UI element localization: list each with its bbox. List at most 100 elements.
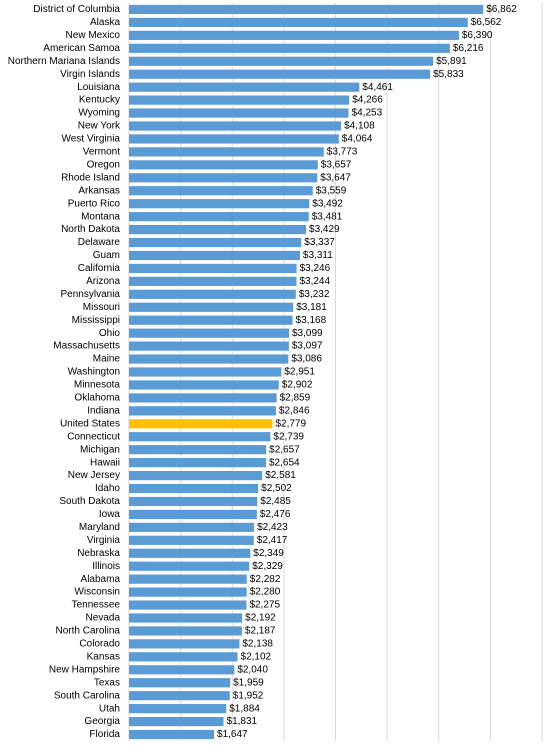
- y-tick-label: West Virginia: [61, 134, 120, 145]
- bar: [129, 95, 350, 105]
- value-label: $6,862: [486, 4, 517, 15]
- bar: [129, 108, 349, 118]
- value-label: $2,902: [282, 380, 313, 391]
- value-label: $1,952: [233, 690, 264, 701]
- bar: [129, 678, 231, 688]
- value-label: $2,138: [242, 639, 273, 650]
- bar: [129, 393, 277, 403]
- y-tick-label: Montana: [81, 211, 120, 222]
- y-tick-label: Ohio: [99, 328, 121, 339]
- value-label: $3,246: [300, 263, 331, 274]
- bar: [129, 380, 279, 390]
- y-tick-label: Florida: [89, 729, 120, 740]
- y-tick-label: North Carolina: [56, 626, 121, 637]
- bar: [129, 419, 273, 429]
- y-tick-label: Texas: [94, 677, 120, 688]
- value-label: $4,253: [352, 108, 383, 119]
- y-tick-label: Arizona: [86, 276, 120, 287]
- bar: [129, 4, 484, 15]
- y-tick-label: Wisconsin: [74, 587, 120, 598]
- value-label: $3,559: [316, 185, 347, 196]
- y-tick-label: Oklahoma: [74, 393, 120, 404]
- y-tick-label: Idaho: [95, 483, 120, 494]
- y-tick-label: New Jersey: [68, 470, 120, 481]
- value-label: $2,192: [245, 613, 276, 624]
- y-tick-label: North Dakota: [61, 224, 120, 235]
- y-tick-label: American Samoa: [43, 43, 120, 54]
- y-tick-label: California: [78, 263, 121, 274]
- value-label: $3,311: [303, 250, 333, 261]
- bar: [129, 535, 254, 545]
- bar: [129, 328, 289, 338]
- y-tick-label: Michigan: [80, 444, 120, 455]
- bar: [129, 367, 282, 377]
- value-label: $2,102: [241, 651, 272, 662]
- bar: [129, 587, 247, 597]
- bar: [129, 639, 240, 649]
- y-tick-label: Iowa: [99, 509, 121, 520]
- value-label: $2,187: [245, 626, 276, 637]
- y-tick-label: Louisiana: [77, 82, 120, 93]
- value-label: $6,216: [453, 43, 484, 54]
- y-tick-label: Minnesota: [74, 380, 121, 391]
- y-tick-label: Virgin Islands: [60, 69, 120, 80]
- bar: [129, 548, 251, 558]
- bar: [129, 445, 267, 455]
- y-tick-label: Oregon: [87, 159, 120, 170]
- value-label: $2,657: [269, 444, 300, 455]
- bar: [129, 121, 342, 131]
- y-tick-label: Kansas: [87, 651, 120, 662]
- bar: [129, 613, 243, 623]
- bar: [129, 729, 215, 740]
- y-tick-label: South Dakota: [59, 496, 120, 507]
- bar: [129, 483, 259, 494]
- value-label: $2,739: [273, 431, 304, 442]
- bar: [129, 704, 227, 714]
- y-tick-label: Utah: [99, 703, 120, 714]
- bar: [129, 134, 339, 144]
- bar: [129, 173, 318, 183]
- value-label: $2,417: [257, 535, 288, 546]
- value-label: $3,086: [291, 354, 322, 365]
- bar: [129, 186, 313, 196]
- value-label: $3,337: [304, 237, 335, 248]
- value-label: $4,461: [362, 82, 393, 93]
- bar: [129, 652, 238, 662]
- bar: [129, 147, 324, 157]
- value-label: $4,064: [342, 134, 373, 145]
- bar: [129, 716, 224, 727]
- value-label: $4,266: [352, 95, 383, 106]
- bar: [129, 354, 289, 364]
- value-label: $2,040: [237, 664, 268, 675]
- value-label: $2,423: [257, 522, 288, 533]
- bar: [129, 574, 247, 584]
- y-tick-label: Alaska: [90, 17, 120, 28]
- y-tick-label: Guam: [93, 250, 120, 261]
- value-label: $3,168: [296, 315, 327, 326]
- bar: [129, 406, 276, 416]
- y-tick-label: District of Columbia: [33, 4, 120, 15]
- y-tick-label: United States: [60, 418, 120, 429]
- bar: [129, 561, 250, 571]
- y-tick-label: New Hampshire: [49, 664, 121, 675]
- y-tick-label: Arkansas: [78, 185, 120, 196]
- y-tick-label: Northern Mariana Islands: [8, 56, 120, 67]
- value-label: $3,647: [320, 172, 351, 183]
- y-tick-label: New Mexico: [66, 30, 121, 41]
- value-label: $3,181: [296, 302, 327, 313]
- value-label: $3,244: [299, 276, 330, 287]
- bar: [129, 665, 235, 675]
- value-label: $1,959: [233, 677, 264, 688]
- y-tick-label: Nebraska: [77, 548, 120, 559]
- value-label: $2,502: [261, 483, 292, 494]
- bar: [129, 82, 360, 92]
- value-label: $2,329: [252, 561, 283, 572]
- value-label: $2,951: [284, 367, 315, 378]
- y-tick-label: Maryland: [79, 522, 120, 533]
- value-label: $3,492: [312, 198, 343, 209]
- value-label: $2,485: [260, 496, 291, 507]
- value-label: $2,581: [265, 470, 296, 481]
- value-label: $2,846: [279, 405, 310, 416]
- value-label: $3,481: [312, 211, 343, 222]
